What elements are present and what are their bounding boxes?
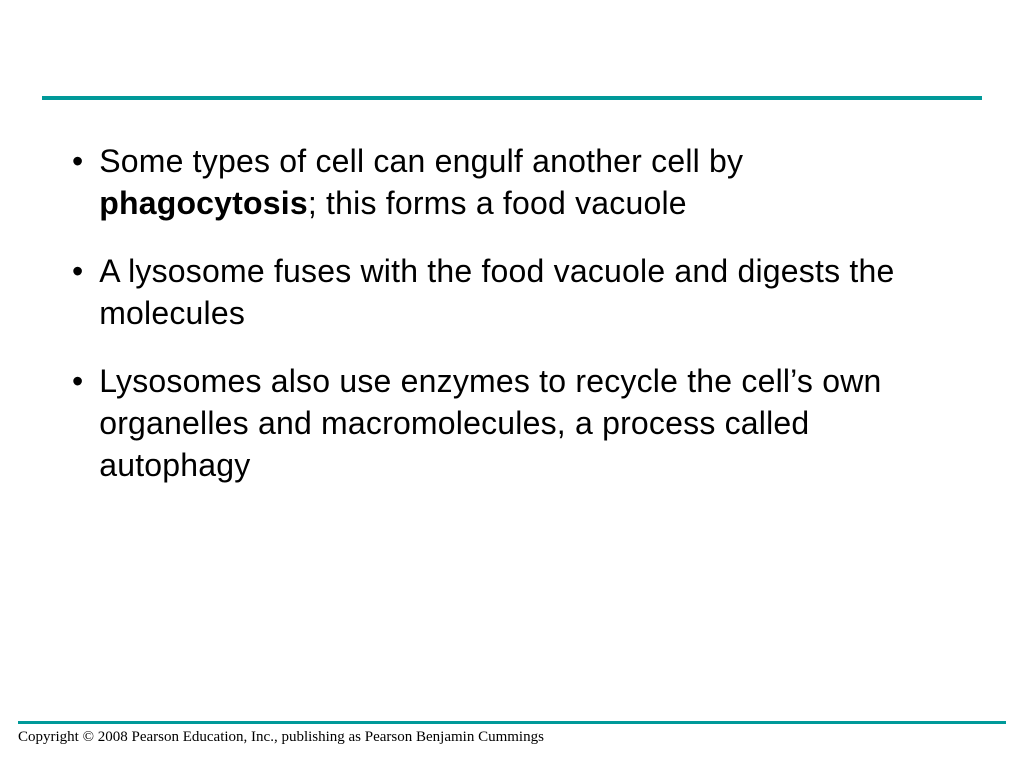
bullet-text: Lysosomes also use enzymes to recycle th…: [99, 360, 964, 486]
copyright-text: Copyright © 2008 Pearson Education, Inc.…: [18, 729, 544, 746]
bullet-list: • Some types of cell can engulf another …: [72, 140, 964, 512]
text-run: A lysosome fuses with the food vacuole a…: [99, 253, 894, 331]
bottom-divider: [18, 721, 1006, 724]
text-run: Lysosomes also use enzymes to recycle th…: [99, 363, 881, 483]
bullet-text: A lysosome fuses with the food vacuole a…: [99, 250, 964, 334]
bullet-text: Some types of cell can engulf another ce…: [99, 140, 964, 224]
list-item: • Lysosomes also use enzymes to recycle …: [72, 360, 964, 486]
text-run: ; this forms a food vacuole: [308, 185, 687, 221]
slide: • Some types of cell can engulf another …: [0, 0, 1024, 768]
text-run-bold: phagocytosis: [99, 185, 308, 221]
top-divider: [42, 96, 982, 100]
list-item: • A lysosome fuses with the food vacuole…: [72, 250, 964, 334]
bullet-icon: •: [72, 140, 83, 182]
list-item: • Some types of cell can engulf another …: [72, 140, 964, 224]
bullet-icon: •: [72, 250, 83, 292]
text-run: Some types of cell can engulf another ce…: [99, 143, 743, 179]
bullet-icon: •: [72, 360, 83, 402]
